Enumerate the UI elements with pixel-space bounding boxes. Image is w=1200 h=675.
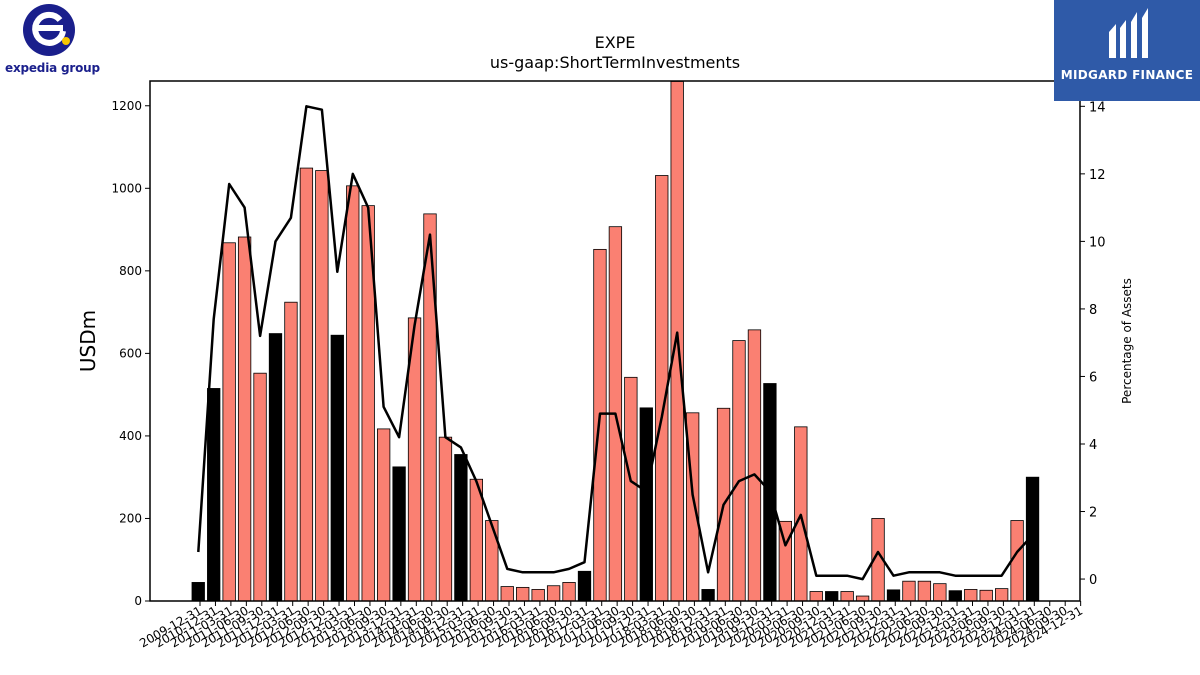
bar-group <box>191 81 1040 602</box>
bar <box>747 329 762 602</box>
y2-tick-label: 10 <box>1089 235 1106 250</box>
bar <box>825 591 839 602</box>
y2-tick-label: 6 <box>1089 370 1097 385</box>
y-axis: 0 200 400 600 800 1000 1200 <box>111 99 150 608</box>
chart-title: EXPE <box>595 33 636 52</box>
bar <box>979 589 993 602</box>
bar <box>222 242 236 602</box>
y2-tick-label: 4 <box>1089 438 1097 453</box>
y-tick-label: 200 <box>119 511 142 525</box>
y-tick-label: 1000 <box>111 181 142 195</box>
bar <box>964 589 978 602</box>
y2-tick-label: 8 <box>1089 303 1097 318</box>
bar <box>207 388 221 602</box>
y-tick-label: 0 <box>134 594 142 608</box>
y-tick-label: 1200 <box>111 99 142 113</box>
y-tick-label: 600 <box>119 346 142 360</box>
y2-axis: 0 2 4 6 8 10 12 14 <box>1080 100 1106 588</box>
bar <box>886 589 901 602</box>
y-tick-label: 800 <box>119 264 142 278</box>
bar <box>315 170 329 602</box>
expedia-group-logo-text: expedia group <box>5 61 100 75</box>
y2-tick-label: 14 <box>1089 100 1106 115</box>
bar <box>423 213 437 602</box>
y2-tick-label: 0 <box>1089 573 1097 588</box>
expedia-e-icon <box>23 4 75 56</box>
bar <box>454 454 468 602</box>
y2-tick-label: 2 <box>1089 506 1097 521</box>
bar <box>546 585 561 602</box>
bar <box>809 591 823 602</box>
bar <box>284 301 298 602</box>
bar <box>485 520 499 602</box>
midgard-finance-logo-text: MIDGARD FINANCE <box>1060 68 1194 82</box>
y-tick-label: 400 <box>119 429 142 443</box>
bar <box>469 478 484 602</box>
bar <box>376 428 391 602</box>
bar <box>330 334 344 602</box>
bar <box>933 583 947 602</box>
bar <box>577 570 592 602</box>
midgard-m-icon <box>1109 8 1148 58</box>
bar <box>995 588 1009 602</box>
bar <box>902 580 916 602</box>
bar <box>840 591 854 602</box>
bar <box>948 590 962 602</box>
expedia-group-logo: expedia group <box>0 0 100 80</box>
bar <box>531 589 545 602</box>
bar <box>299 167 314 602</box>
bar <box>438 436 453 602</box>
midgard-finance-logo: MIDGARD FINANCE <box>1054 0 1200 101</box>
bar <box>253 372 267 602</box>
x-axis: 2009-12-312010-12-312011-03-312011-06-30… <box>137 601 1085 650</box>
y2-tick-label: 12 <box>1089 168 1106 183</box>
bar <box>392 466 406 602</box>
bar <box>639 407 653 602</box>
bar <box>268 333 283 602</box>
bar <box>917 580 932 602</box>
bar <box>500 586 514 602</box>
bar <box>562 582 576 602</box>
y2-axis-label: Percentage of Assets <box>1120 278 1134 404</box>
bar <box>516 586 530 602</box>
plot-frame <box>149 80 1081 602</box>
bar <box>237 236 252 602</box>
percentage-line <box>197 105 1034 581</box>
chart-subtitle: us-gaap:ShortTermInvestments <box>490 53 740 72</box>
bar <box>732 340 746 602</box>
y-axis-label: USDm <box>76 310 100 372</box>
bar <box>624 376 638 602</box>
bar <box>191 582 205 602</box>
bar <box>701 589 715 602</box>
bar <box>346 185 360 602</box>
